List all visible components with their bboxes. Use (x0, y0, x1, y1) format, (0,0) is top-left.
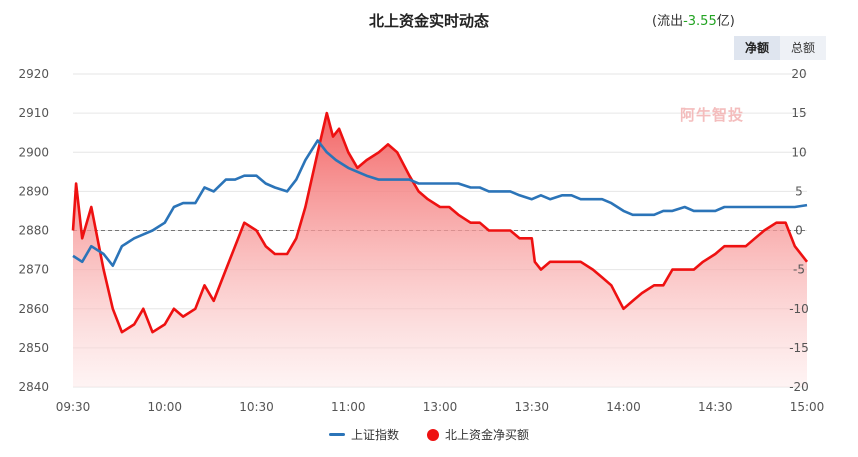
y-left-tick-label: 2900 (18, 145, 49, 159)
net-flow-value: -3.55 (683, 14, 717, 29)
chart-legend: 上证指数 北上资金净买额 (0, 426, 858, 443)
x-tick-label: 09:30 (56, 400, 91, 414)
y-left-tick-label: 2890 (18, 184, 49, 198)
watermark-logo: 阿牛智投 (680, 106, 745, 124)
net-flow-summary: (流出-3.55亿) (652, 10, 735, 29)
x-tick-label: 10:30 (239, 400, 274, 414)
x-tick-label: 13:00 (423, 400, 458, 414)
y-right-tick-label: 10 (791, 145, 806, 159)
y-right-tick-label: 5 (795, 184, 803, 198)
y-right-tick-label: -15 (789, 341, 809, 355)
legend-label-index: 上证指数 (350, 428, 399, 442)
x-tick-label: 11:00 (331, 400, 366, 414)
y-right-tick-label: -20 (789, 380, 809, 394)
legend-label-flow: 北上资金净买额 (445, 428, 530, 442)
legend-dot-symbol (427, 428, 439, 441)
y-right-tick-label: -5 (793, 263, 805, 277)
y-left-tick-label: 2860 (18, 302, 49, 316)
x-tick-label: 14:00 (606, 400, 641, 414)
legend-item-index[interactable]: 上证指数 (328, 426, 399, 443)
chart-area: 2840 2850 2860 2870 2880 2890 2900 2910 2920 -20 -… (18, 67, 825, 414)
tab-total-amount[interactable]: 总额 (780, 36, 826, 60)
x-tick-label: 14:30 (698, 400, 733, 414)
y-left-tick-label: 2870 (18, 263, 49, 277)
y-right-tick-label: 0 (795, 224, 803, 238)
y-left-tick-label: 2880 (18, 224, 49, 238)
x-tick-label: 10:00 (147, 400, 182, 414)
x-tick-label: 15:00 (790, 400, 825, 414)
legend-line-symbol (328, 433, 345, 436)
y-right-tick-label: 15 (791, 106, 806, 120)
net-flow-area (73, 113, 807, 387)
x-tick-label: 13:30 (514, 400, 549, 414)
y-right-tick-label: -10 (789, 302, 809, 316)
net-flow-line (71, 111, 809, 334)
net-flow-suffix: 亿) (716, 14, 735, 29)
index-line (72, 139, 808, 267)
y-left-tick-label: 2840 (18, 380, 49, 394)
legend-item-flow[interactable]: 北上资金净买额 (427, 426, 529, 443)
tab-net-amount[interactable]: 净额 (734, 36, 780, 60)
chart-title: 北上资金实时动态 (368, 12, 489, 30)
net-flow-prefix: (流出 (652, 14, 684, 29)
y-left-tick-label: 2920 (18, 67, 49, 81)
amount-tabs: 净额 总额 (734, 36, 826, 60)
y-left-tick-label: 2910 (18, 106, 49, 120)
y-right-tick-label: 20 (791, 67, 806, 81)
y-left-tick-label: 2850 (18, 341, 49, 355)
